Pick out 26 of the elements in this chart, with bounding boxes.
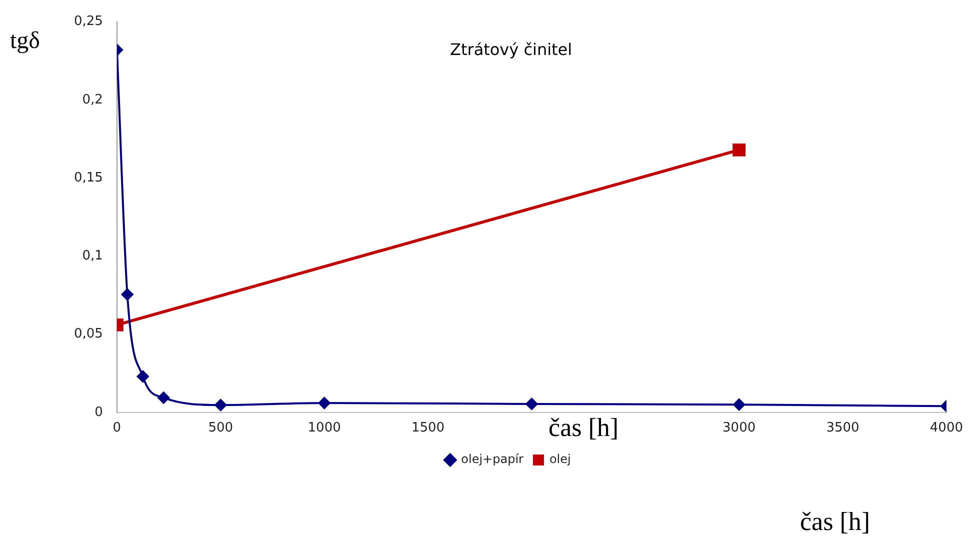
- point: [158, 392, 170, 404]
- legend-label: olej: [549, 452, 571, 466]
- x-tick-label: 3500: [826, 420, 860, 436]
- y-tick-label: 0,2: [82, 92, 103, 108]
- x-axis-title: čas [h]: [548, 413, 619, 442]
- x-tick-label: 1500: [411, 420, 445, 436]
- x-tick-label: 500: [208, 420, 234, 436]
- point: [318, 397, 330, 410]
- y-tick-label: 0,25: [74, 14, 103, 30]
- point: [526, 398, 538, 410]
- text: Ztrátový činitel: [450, 40, 572, 59]
- point: [121, 288, 134, 300]
- legend-label: olej+papír: [461, 452, 524, 466]
- point: [136, 370, 149, 382]
- point: [733, 398, 746, 411]
- y-tick-label: 0,15: [74, 170, 103, 186]
- point: [214, 399, 227, 412]
- text: čas [h]: [800, 507, 870, 536]
- x-tick-label: 3000: [722, 420, 756, 436]
- y-tick-label: 0,05: [74, 326, 103, 342]
- x-tick-label: 1000: [308, 420, 341, 436]
- y-tick-label: 0: [94, 404, 103, 420]
- x-tick-label: 4000: [930, 420, 964, 436]
- y-tick-label: 0,1: [82, 248, 103, 264]
- x-tick-label: 0: [112, 420, 122, 436]
- y-axis-title: tgδ: [10, 28, 40, 54]
